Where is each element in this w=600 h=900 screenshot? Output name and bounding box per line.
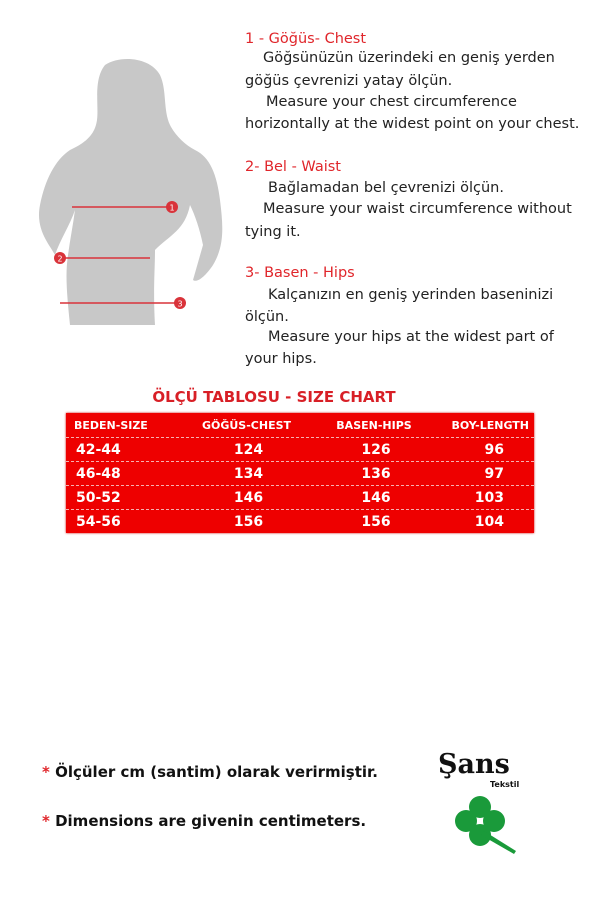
marker-1 [166,201,178,213]
cell: 97 [484,465,504,482]
cell: 96 [484,441,504,458]
chest-text: Göğsünüzün üzerindeki en geniş yerden [263,50,555,66]
marker-2 [54,252,66,264]
hips-heading: 3- Basen - Hips [245,265,355,281]
table-header: BEDEN-SIZE GÖĞÜS-CHEST BASEN-HIPS BOY-LE… [66,413,534,438]
size-chart-table: BEDEN-SIZE GÖĞÜS-CHEST BASEN-HIPS BOY-LE… [66,413,534,533]
cell: 134 [233,465,264,482]
cell: 156 [361,513,391,530]
table-row: 46-48 134 136 97 [66,462,534,486]
waist-heading: 2- Bel - Waist [245,159,341,175]
svg-text:Şans: Şans [438,749,510,780]
silhouette [38,59,223,326]
cell: 136 [361,465,391,482]
svg-text:1: 1 [169,204,174,213]
cell: 126 [361,441,391,458]
cell: 54-56 [76,513,121,530]
footer-text: Dimensions are givenin centimeters. [55,812,367,830]
cell: 46-48 [76,465,121,482]
svg-text:2: 2 [57,255,62,264]
waist-text: Measure your waist circumference without [263,201,572,217]
chest-text: horizontally at the widest point on your… [245,116,580,132]
sans-tekstil-logo: Şans Tekstil [438,749,519,854]
marker-3 [174,297,186,309]
hips-text: your hips. [245,351,317,367]
cell: 103 [474,489,504,506]
chest-heading: 1 - Göğüs- Chest [245,31,367,47]
footer-text: Ölçüler cm (santim) olarak verirmiştir. [55,763,378,781]
footer-note-dimensions: * Dimensions are givenin centimeters. [42,812,366,830]
cell: 146 [361,489,391,506]
cell: 50-52 [76,489,121,506]
asterisk: * [42,812,50,830]
cell: 124 [233,441,264,458]
clover-icon [455,796,516,854]
chest-text: göğüs çevrenizi yatay ölçün. [245,73,453,89]
table-row: 54-56 156 156 104 [66,510,534,533]
cell: 156 [233,513,264,530]
cell: 104 [474,513,504,530]
asterisk: * [42,763,50,781]
chest-text: Measure your chest circumference [266,94,517,110]
cell: 146 [233,489,264,506]
hips-text: Kalçanızın en geniş yerinden baseninizi [268,287,554,303]
body-silhouette-figure: 1 2 3 [38,59,223,326]
table-row: 42-44 124 126 96 [66,438,534,462]
svg-text:3: 3 [177,300,182,309]
table-row: 50-52 146 146 103 [66,486,534,510]
hips-text: Measure your hips at the widest part of [268,329,554,345]
waist-text: Bağlamadan bel çevrenizi ölçün. [268,180,504,196]
header-cell: BASEN-HIPS [336,418,412,432]
hips-text: ölçün. [245,309,289,325]
footer-note-cm: * Ölçüler cm (santim) olarak verirmiştir… [42,763,378,781]
cell: 42-44 [76,441,121,458]
size-chart-title: ÖLÇÜ TABLOSU - SIZE CHART [152,388,396,406]
header-cell: GÖĞÜS-CHEST [201,418,292,432]
svg-text:Tekstil: Tekstil [490,780,519,789]
header-cell: BEDEN-SIZE [74,418,148,432]
waist-text: tying it. [245,224,301,240]
header-cell: BOY-LENGTH [451,418,529,432]
